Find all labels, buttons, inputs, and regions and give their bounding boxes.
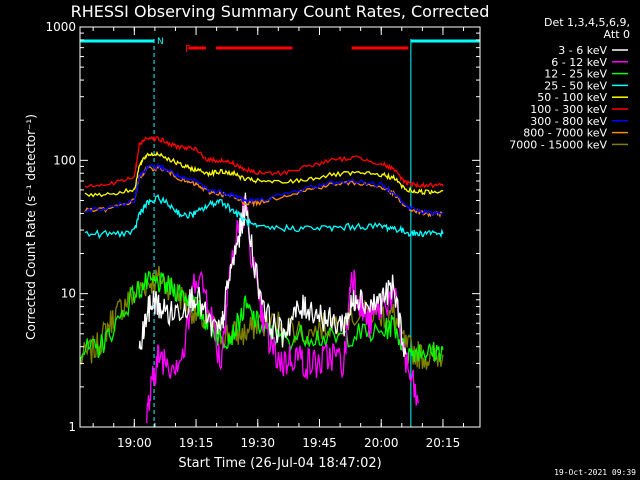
series-line-3	[84, 193, 444, 240]
series-line-1	[146, 195, 419, 424]
y-tick-label: 10	[61, 287, 76, 301]
plot-frame	[79, 26, 481, 428]
legend-label: 50 - 100 keV	[537, 91, 607, 104]
x-tick-label: 19:30	[240, 436, 275, 450]
legend-header-1: Det 1,3,4,5,6,9,	[544, 16, 630, 29]
x-tick-label: 19:15	[179, 436, 214, 450]
y-tick-label: 1	[68, 420, 76, 434]
series-line-7	[84, 164, 444, 218]
series-line-4	[84, 150, 444, 198]
legend-label: 800 - 7000 keV	[523, 127, 607, 140]
legend-label: 100 - 300 keV	[530, 103, 607, 116]
chart-title: RHESSI Observing Summary Count Rates, Co…	[71, 2, 490, 21]
legend-label: 6 - 12 keV	[551, 56, 607, 69]
legend-label: 25 - 50 keV	[544, 79, 607, 92]
x-axis-label: Start Time (26-Jul-04 18:47:02)	[178, 456, 381, 471]
legend-label: 300 - 800 keV	[530, 115, 607, 128]
x-tick-label: 20:15	[426, 436, 461, 450]
footer-date: 19-Oct-2021 09:39	[554, 468, 636, 477]
x-tick-label: 19:00	[117, 436, 152, 450]
series-line-6	[84, 163, 444, 217]
legend-label: 12 - 25 keV	[544, 68, 607, 81]
y-axis-label: Corrected Count Rate (s⁻¹ detector⁻¹)	[24, 114, 38, 340]
flare-flag-label: F	[185, 44, 191, 55]
night-flag-label: N	[157, 37, 164, 47]
series-line-5	[84, 135, 444, 189]
y-tick-label: 1000	[45, 20, 76, 34]
x-tick-label: 19:45	[302, 436, 337, 450]
series-line-2	[79, 271, 444, 365]
legend-label: 3 - 6 keV	[558, 44, 607, 57]
legend-header-2: Att 0	[604, 28, 630, 41]
x-tick-label: 20:00	[364, 436, 399, 450]
y-tick-label: 100	[53, 153, 76, 167]
legend-label: 7000 - 15000 keV	[509, 138, 607, 151]
series-line-0	[138, 192, 407, 357]
